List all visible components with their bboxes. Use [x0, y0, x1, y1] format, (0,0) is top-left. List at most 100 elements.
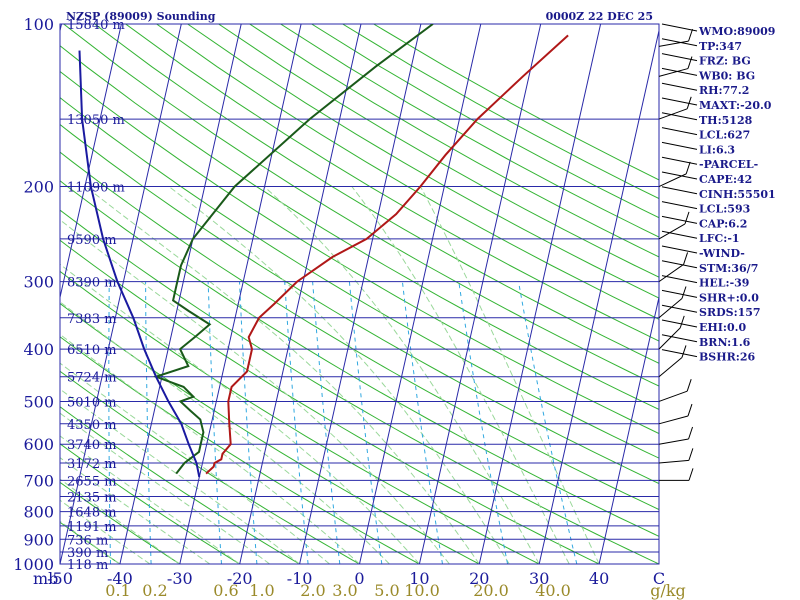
temperature-tick-label: 0: [354, 569, 364, 588]
wind-barb-staff: [658, 68, 689, 77]
index-leader: [661, 215, 698, 224]
wind-barb-flag: [679, 315, 685, 329]
index-leader: [661, 245, 698, 254]
wind-barb-flag: [681, 286, 687, 299]
pressure-tick-label: 900: [23, 530, 54, 549]
wind-barb-staff: [658, 438, 689, 445]
temperature-tick-label: C: [653, 569, 665, 588]
index-item: FRZ: BG: [699, 55, 751, 68]
isotherm: [359, 24, 482, 564]
mixing-ratio-line: [518, 281, 578, 564]
wind-barb-staff: [658, 108, 688, 120]
temperature-tick-label: -50: [47, 569, 73, 588]
moist-adiabat: [351, 186, 570, 564]
index-leader: [661, 156, 698, 165]
wind-barb-flag: [686, 379, 692, 392]
wind-barb-flag: [684, 211, 690, 225]
index-leader: [661, 260, 698, 269]
plot-frame: [59, 23, 660, 565]
wind-barb-staff: [658, 223, 686, 240]
mixing-ratio-tick-label: 0.2: [142, 581, 167, 600]
isotherm: [299, 24, 422, 564]
height-label: 2655 m: [67, 474, 117, 489]
wind-barb-staff: [658, 298, 683, 319]
height-label: 1191 m: [67, 520, 117, 535]
profiles: [78, 24, 569, 478]
index-item: SHR+:0.0: [699, 291, 759, 304]
index-leader: [661, 186, 698, 195]
index-leader: [661, 38, 698, 47]
wind-barb-staff: [658, 390, 688, 402]
index-item: BRN:1.6: [699, 336, 751, 349]
temperature-tick-label: -10: [287, 569, 313, 588]
height-label: 5724 m: [67, 371, 117, 386]
index-leader: [661, 349, 698, 358]
index-leader: [661, 23, 698, 32]
parcel-line: [78, 50, 201, 478]
index-item: LI:6.3: [699, 143, 735, 156]
isotherm: [478, 24, 602, 564]
pressure-tick-label: 400: [23, 340, 54, 359]
wind-barb-flag: [688, 28, 694, 42]
index-item: EHI:0.0: [699, 321, 746, 334]
isotherm: [60, 24, 122, 300]
height-label: 5010 m: [67, 395, 117, 410]
temperature-tick-label: -30: [167, 569, 193, 588]
wind-barb-flag: [681, 345, 687, 358]
mixing-ratio-tick-label: 10.0: [404, 581, 440, 600]
index-item: LCL:593: [699, 203, 750, 216]
chart-title: NZSP (89009) Sounding: [66, 10, 216, 23]
index-item: -PARCEL-: [699, 158, 758, 171]
wind-barb-flag: [687, 56, 693, 69]
moist-adiabat: [60, 520, 121, 564]
isotherm: [239, 24, 362, 564]
mixing-ratio-tick-label: 5.0: [374, 581, 399, 600]
index-item: SRDS:157: [699, 306, 761, 319]
wind-barb-flag: [688, 426, 694, 440]
index-item: TP:347: [699, 40, 742, 53]
wind-barb-flag: [686, 96, 692, 109]
dewpoint-line: [152, 24, 434, 475]
height-label: 118 m: [67, 558, 108, 573]
wind-barb-flag: [688, 468, 694, 481]
wind-barb-staff: [658, 415, 689, 425]
wind-barb-staff: [658, 357, 683, 378]
mixing-ratio-tick-label: 0.6: [213, 581, 238, 600]
height-label: 2135 m: [67, 491, 117, 506]
pressure-tick-label: 600: [23, 435, 54, 454]
height-label: 7383 m: [67, 312, 117, 327]
chart-time-label: 0000Z 22 DEC 25: [546, 10, 653, 23]
pressure-tick-label: 100: [23, 15, 54, 34]
index-item: WB0: BG: [698, 69, 755, 82]
pressure-tick-label: 700: [23, 471, 54, 490]
height-label: 390 m: [67, 546, 108, 561]
wind-barb-staff: [658, 327, 681, 350]
mixing-ratio-tick-label: 40.0: [535, 581, 571, 600]
mixing-ratio-tick-label: 2.0: [300, 581, 325, 600]
height-label: 15840 m: [67, 18, 125, 33]
index-item: MAXT:-20.0: [699, 99, 772, 112]
index-leader: [661, 334, 698, 343]
wind-barb-flag: [688, 448, 694, 461]
mixing-ratio-tick-label: 1.0: [249, 581, 274, 600]
height-label: 11090 m: [67, 181, 125, 196]
isotherm: [119, 24, 242, 564]
wind-barb-staff: [658, 459, 689, 464]
index-item: CAP:6.2: [699, 217, 747, 230]
height-label: 3740 m: [67, 438, 117, 453]
index-item: RH:77.2: [699, 84, 749, 97]
index-leader: [661, 304, 698, 313]
index-item: TH:5128: [699, 114, 753, 127]
height-label: 736 m: [67, 533, 108, 548]
moist-adiabat: [60, 457, 211, 564]
wind-barb-flag: [687, 403, 693, 417]
isotherm: [538, 28, 659, 564]
isotherm: [598, 295, 659, 564]
pressure-unit-label: mb: [33, 569, 58, 588]
pressure-tick-label: 200: [23, 178, 54, 197]
moist-adiabat: [60, 499, 151, 564]
height-label: 6510 m: [67, 343, 117, 358]
height-label: 3172 m: [67, 457, 117, 472]
